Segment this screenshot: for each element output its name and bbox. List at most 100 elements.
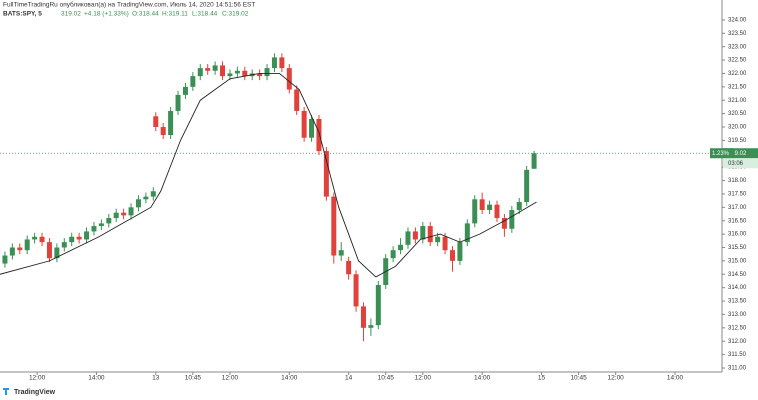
candle-body — [390, 250, 396, 259]
candle-body — [427, 226, 433, 243]
candle-body — [128, 207, 134, 216]
candle-body — [331, 196, 337, 256]
candle-body — [420, 226, 426, 240]
x-tick-label: 12:00 — [29, 375, 46, 382]
y-tick-label: 320.50 — [728, 111, 747, 117]
x-tick-label: 10:45 — [378, 375, 395, 382]
candle-body — [39, 236, 45, 243]
candle-body — [449, 250, 455, 261]
candle-body — [98, 223, 104, 227]
y-tick-label: 311.50 — [728, 352, 747, 358]
candle-body — [54, 247, 60, 259]
y-tick-label: 315.00 — [728, 258, 747, 264]
candle-body — [197, 68, 203, 77]
candle-body — [479, 199, 485, 211]
candle-body — [32, 236, 38, 240]
header-open: O:318.44 — [132, 11, 159, 18]
header-symbol: BATS:SPY, 5 — [3, 11, 42, 18]
candle-body — [106, 218, 112, 224]
badge-label: 1.23% — [712, 151, 730, 157]
candle-body — [309, 118, 315, 138]
x-tick-label: 12:00 — [222, 375, 239, 382]
candle-body — [375, 284, 381, 326]
x-tick-label: 10:45 — [185, 375, 202, 382]
y-tick-label: 314.00 — [728, 285, 747, 291]
candle-body — [435, 236, 441, 243]
candle-body — [242, 70, 248, 77]
header-close: C:319.02 — [222, 11, 249, 18]
candle-body — [360, 306, 366, 328]
y-tick-label: 323.50 — [728, 31, 747, 37]
x-tick-label: 14:00 — [474, 375, 491, 382]
candle-body — [442, 236, 448, 251]
candle-body — [190, 76, 196, 87]
candle-body — [227, 73, 233, 77]
candle-body — [212, 65, 218, 71]
candle-body — [457, 242, 463, 261]
header-high: H:319.11 — [162, 11, 188, 18]
candle-body — [182, 86, 188, 95]
candle-body — [271, 57, 277, 69]
y-tick-label: 311.00 — [728, 366, 747, 372]
candle-body — [531, 153, 537, 169]
y-tick-label: 312.00 — [728, 339, 747, 345]
header-low: L:318.44 — [192, 11, 218, 18]
candle-body — [257, 73, 263, 77]
candle-body — [84, 231, 90, 240]
footer-icon — [3, 388, 9, 395]
x-tick-label: 14:00 — [88, 375, 105, 382]
candle-body — [2, 255, 8, 264]
y-tick-label: 313.00 — [728, 312, 747, 318]
candle-body — [509, 210, 515, 229]
candle-body — [294, 89, 300, 111]
x-tick-label: 14:00 — [667, 375, 684, 382]
candle-body — [46, 242, 52, 259]
candle-body — [17, 247, 23, 251]
candle-body — [69, 236, 75, 243]
candle-body — [323, 151, 329, 197]
candle-body — [264, 68, 270, 77]
candle-body — [9, 247, 15, 256]
candle-body — [405, 231, 411, 245]
y-tick-label: 317.50 — [728, 192, 747, 198]
x-tick-label: 10:45 — [570, 375, 587, 382]
candle-body — [205, 68, 211, 71]
y-tick-label: 322.00 — [728, 71, 747, 77]
y-tick-label: 319.50 — [728, 138, 747, 144]
x-tick-label: 12:00 — [415, 375, 432, 382]
header-last: 319.02 — [61, 11, 81, 18]
candle-body — [316, 118, 322, 152]
y-tick-label: 317.00 — [728, 205, 747, 211]
x-tick-label: 14 — [345, 375, 353, 382]
candle-body — [338, 250, 344, 256]
y-tick-label: 315.50 — [728, 245, 747, 251]
candle-body — [487, 204, 493, 211]
candle-body — [501, 218, 507, 229]
candle-body — [279, 57, 285, 69]
countdown-box — [723, 158, 758, 169]
candle-body — [135, 199, 141, 208]
candle-body — [353, 274, 359, 307]
x-tick-label: 12:00 — [608, 375, 625, 382]
candle-body — [494, 204, 500, 219]
countdown-label: 03:06 — [728, 161, 744, 167]
y-tick-label: 322.50 — [728, 58, 747, 64]
candle-body — [346, 260, 352, 275]
y-tick-label: 316.50 — [728, 218, 747, 224]
y-tick-label: 318.00 — [728, 178, 747, 184]
x-tick-label: 15 — [538, 375, 546, 382]
y-tick-label: 321.00 — [728, 98, 747, 104]
candle-body — [175, 94, 181, 111]
y-tick-label: 320.00 — [728, 125, 747, 131]
candle-body — [524, 169, 530, 202]
candle-body — [301, 110, 307, 138]
candle-body — [160, 127, 166, 136]
candle-body — [464, 223, 470, 243]
y-tick-label: 313.50 — [728, 299, 747, 305]
candle-body — [472, 199, 478, 224]
candle-body — [368, 325, 374, 328]
candle-body — [412, 231, 418, 240]
last-price-box — [723, 148, 758, 159]
candle-body — [150, 191, 156, 197]
